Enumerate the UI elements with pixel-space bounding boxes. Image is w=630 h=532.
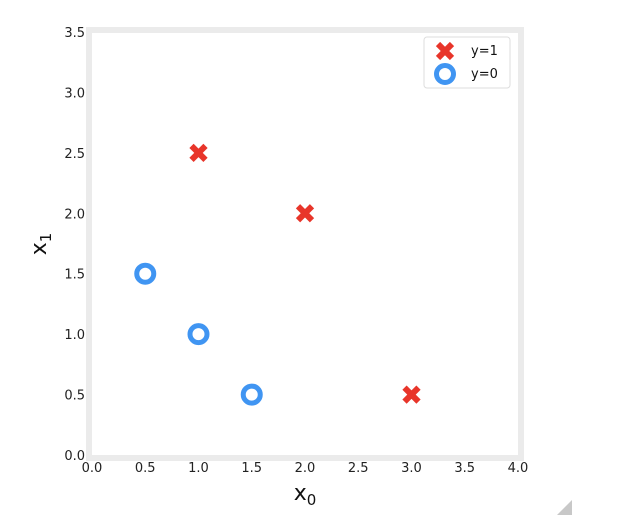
data-point-circle: [240, 383, 263, 406]
resize-grip-icon[interactable]: [557, 500, 572, 515]
x-tick-label: 4.0: [508, 461, 529, 476]
legend-label-y1: y=1: [471, 44, 498, 59]
plot-frame: [86, 27, 524, 461]
x-tick-label: 0.0: [82, 461, 103, 476]
data-point-circle: [187, 323, 210, 346]
x-axis-label-sub: 0: [307, 491, 317, 509]
y-axis-label-main: x: [27, 242, 52, 255]
ticks-layer: 0.0 0.5 1.0 1.5 2.0 2.5 3.0 3.5 4.0 0.0 0.5 1.0 1.5 2…: [64, 26, 528, 476]
legend-marker-y0: [434, 63, 456, 85]
data-point-cross: [402, 385, 421, 404]
y-tick-label: 1.0: [64, 328, 85, 343]
data-point-cross: [295, 204, 315, 223]
x-tick-label: 2.0: [295, 461, 316, 476]
data-point-circle: [134, 262, 157, 285]
legend-label-y0: y=0: [471, 67, 498, 82]
x-axis-label-main: x: [294, 481, 307, 506]
x-axis-label: x0: [294, 481, 317, 509]
y-tick-label: 2.5: [64, 147, 85, 162]
x-tick-label: 1.0: [188, 461, 209, 476]
legend-circle-icon: [434, 63, 456, 85]
y-tick-label: 1.5: [64, 268, 85, 283]
y-tick-label: 3.0: [64, 86, 85, 101]
legend-marker-y1: [435, 41, 455, 61]
x-tick-label: 2.5: [348, 461, 369, 476]
y-axis-label-sub: 1: [37, 233, 55, 243]
points-layer: [134, 143, 421, 406]
x-tick-label: 3.5: [454, 461, 475, 476]
y-tick-label: 0.0: [64, 449, 85, 464]
x-tick-label: 1.5: [241, 461, 262, 476]
legend-cross-icon: [435, 41, 455, 61]
x-tick-label: 0.5: [135, 461, 156, 476]
data-point-cross: [189, 143, 208, 162]
y-tick-label: 3.5: [64, 26, 85, 41]
legend: y=1 y=0: [423, 36, 511, 89]
y-axis-label: x1: [27, 233, 55, 256]
y-tick-label: 0.5: [64, 389, 85, 404]
x-tick-label: 3.0: [401, 461, 422, 476]
y-tick-label: 2.0: [64, 207, 85, 222]
